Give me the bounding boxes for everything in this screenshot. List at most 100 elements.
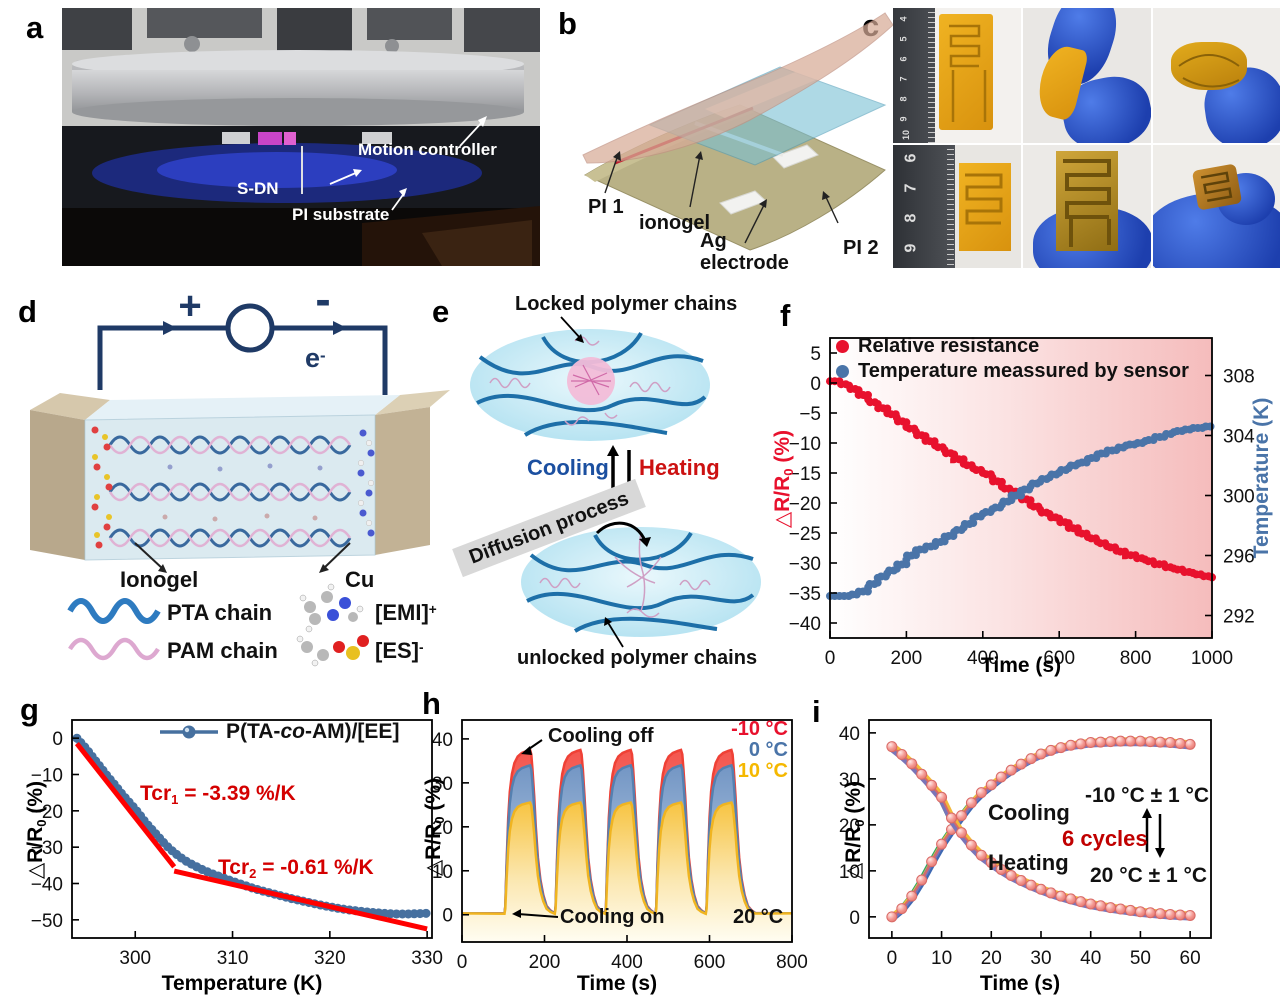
- layered-device-illustration: [582, 12, 894, 251]
- locked-label-arrow: [560, 316, 624, 648]
- unlocked-network-chains: [526, 531, 755, 633]
- tick-label: 30: [432, 774, 453, 795]
- panel-label-e: e: [432, 294, 450, 329]
- minus-terminal: -: [315, 273, 330, 325]
- tick-label: 1000: [1191, 648, 1233, 669]
- tick-label: 5: [810, 344, 821, 365]
- diffusion-arrow: [595, 521, 651, 547]
- tick-label: 10: [839, 862, 860, 883]
- cooling-annotation: Cooling: [988, 800, 1070, 825]
- cooling-on-annotation: Cooling on: [560, 906, 665, 928]
- es-label: [ES]-: [375, 638, 424, 663]
- chart-f-legend: Relative resistance Temperature meassure…: [836, 334, 1189, 384]
- pi2-label: PI 2: [843, 237, 879, 259]
- panel-d-diagram: + -: [15, 273, 465, 675]
- tick-label: 300: [1223, 487, 1255, 508]
- heating-label: Heating: [639, 455, 720, 480]
- legend-10: 10 °C: [737, 760, 788, 782]
- pam-wave-icon: [68, 637, 160, 661]
- pi-substrate-label: PI substrate: [292, 205, 390, 224]
- photo-device-ruler-large: 6 7 8 9: [893, 145, 1021, 268]
- tick-label: 0: [849, 908, 860, 929]
- tick-label: 50: [1130, 948, 1151, 969]
- panel-label-h: h: [422, 686, 441, 721]
- panel-label-b: b: [558, 6, 577, 41]
- pta-chain-label: PTA chain: [167, 600, 273, 625]
- tick-label: 308: [1223, 367, 1255, 388]
- panel-label-d: d: [18, 294, 37, 329]
- chart-f: 0 200 400 600 800 1000 5 0 −5 −10 −15 −20 −25 −30 −35 −…: [789, 337, 1255, 669]
- cation-cluster: [357, 429, 375, 537]
- schematic-arrows: [604, 151, 839, 244]
- label-arrows: [134, 542, 351, 573]
- emi-molecule-icon: [299, 583, 364, 633]
- chart-h-arrows: [512, 739, 559, 918]
- chart-f-ylabel-left: △R/R0 (%): [771, 429, 796, 529]
- tick-label: 304: [1223, 427, 1255, 448]
- low-temp-annotation: 20 °C ± 1 °C: [1090, 864, 1208, 887]
- panel-a-photo: Motion controller S-DN PI substrate: [62, 8, 540, 266]
- chart-i-ylabel: △R/R0 (%): [842, 780, 867, 880]
- chart-g-xlabel: Temperature (K): [161, 972, 323, 995]
- tick-label: −15: [789, 464, 821, 485]
- chart-i-arrows: [1142, 808, 1165, 858]
- locked-core-hatch: [571, 364, 611, 396]
- tick-label: −30: [31, 838, 63, 859]
- panel-c-photos: 4 5 6 7 8 9 10 6 7 8 9: [893, 8, 1280, 268]
- tick-label: −10: [31, 766, 63, 787]
- unlocked-chains-label: unlocked polymer chains: [517, 647, 758, 669]
- cycles-annotation: 6 cycles: [1062, 826, 1148, 851]
- heating-annotation: Heating: [988, 850, 1069, 875]
- photo-device-fingertip: [1153, 145, 1280, 268]
- chart-h-legend: -10 °C 0 °C 10 °C: [640, 719, 788, 782]
- emi-label: [EMI]+: [375, 600, 437, 625]
- chart-h-xlabel: Time (s): [576, 972, 658, 995]
- chart-f-xlabel: Time (s): [980, 654, 1062, 677]
- tick-label: 0: [442, 906, 453, 927]
- s-dn-label: S-DN: [237, 179, 279, 198]
- series-ten-C: [462, 802, 792, 942]
- tick-label: 60: [1180, 948, 1201, 969]
- tick-label: −35: [789, 584, 821, 605]
- photo-device-electrode: [1023, 145, 1151, 268]
- photo-device-ruler-small: 4 5 6 7 8 9 10: [893, 8, 1021, 143]
- tick-label: 10: [432, 862, 453, 883]
- locked-pink-coils: [489, 336, 671, 426]
- tick-label: −5: [799, 404, 821, 425]
- tick-label: −40: [789, 614, 821, 635]
- tick-label: −40: [31, 875, 63, 896]
- line-marker-icon: [160, 725, 218, 739]
- tick-label: 292: [1223, 607, 1255, 628]
- panel-b-schematic: PI 1 ionogel Ag electrode PI 2: [555, 5, 894, 275]
- series-temperature-sensor: [826, 421, 1216, 600]
- series-fit-line-2: [173, 868, 428, 932]
- cu-label: Cu: [345, 567, 375, 592]
- tick-label: 400: [967, 648, 999, 669]
- photo-device-bent: [1023, 8, 1151, 143]
- high-temp-annotation: -10 °C ± 1 °C: [1085, 784, 1210, 807]
- anion-cluster: [91, 426, 113, 549]
- tick-label: 40: [432, 730, 453, 751]
- tick-label: 30: [839, 770, 860, 791]
- es-molecule-icon: [296, 635, 369, 667]
- panel-e-diagram: Locked polymer chains Cooling Heating Di…: [452, 293, 780, 675]
- chart-h: 0 200 400 600 800 0 10 20 30 40: [432, 719, 808, 973]
- cooling-label: Cooling: [527, 455, 609, 480]
- legend-0: 0 °C: [748, 739, 788, 761]
- tick-label: 0: [825, 648, 836, 669]
- locked-chains-label: Locked polymer chains: [515, 293, 738, 315]
- tick-label: −20: [789, 494, 821, 515]
- plot-frame: [829, 337, 1213, 639]
- legend-temperature-sensor: Temperature meassured by sensor: [836, 359, 1189, 384]
- cooling-off-annotation: Cooling off: [548, 725, 654, 747]
- tick-label: 330: [411, 948, 443, 969]
- series-fit-line-1: [74, 742, 177, 869]
- pta-wave-icon: [67, 598, 161, 624]
- tick-label: 296: [1223, 547, 1255, 568]
- polymer-network-illustration: [470, 316, 761, 648]
- photo-device-rolled: [1153, 8, 1280, 143]
- tick-label: 200: [529, 952, 561, 973]
- tick-label: −20: [31, 802, 63, 823]
- panel-label-a: a: [26, 10, 44, 45]
